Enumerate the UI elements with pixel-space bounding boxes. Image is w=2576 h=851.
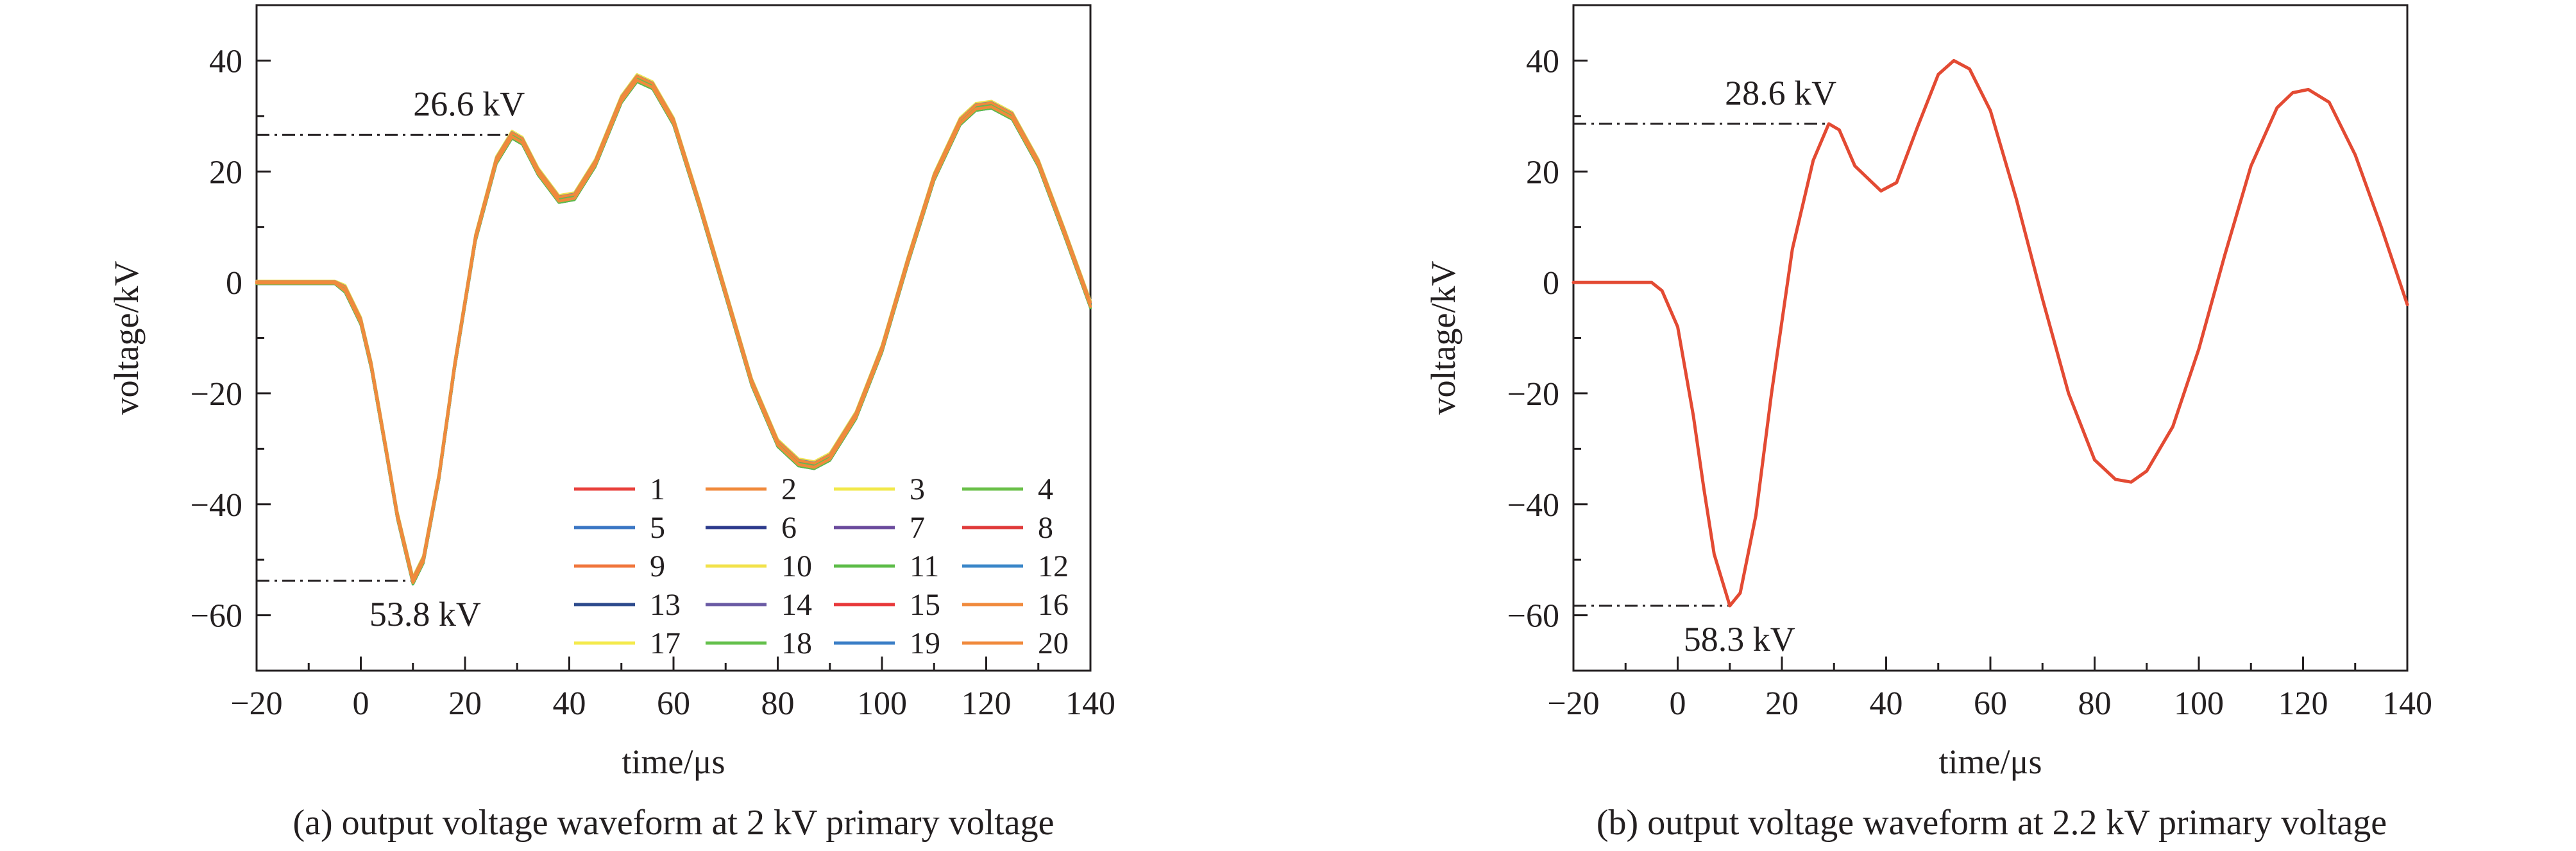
series-line	[255, 74, 1092, 580]
y-tick-label: 20	[209, 154, 242, 191]
annotation-label: 58.3 kV	[1684, 620, 1795, 658]
legend-label: 4	[1038, 472, 1053, 506]
y-tick-label: 40	[1526, 43, 1559, 80]
series-line	[255, 77, 1092, 583]
y-tick-label: 0	[226, 265, 242, 302]
annotation-label: 28.6 kV	[1725, 74, 1836, 112]
legend-label: 16	[1038, 588, 1069, 622]
legend-label: 12	[1038, 549, 1069, 583]
x-tick-label: 0	[1670, 685, 1686, 722]
x-tick-label: −20	[1547, 685, 1599, 722]
legend-label: 6	[781, 511, 797, 545]
series-line	[255, 78, 1092, 584]
series-line	[255, 79, 1092, 584]
series-lines	[1572, 58, 2409, 608]
x-tick-label: −20	[230, 685, 282, 722]
series-line	[255, 74, 1092, 580]
x-tick-label: 140	[2382, 685, 2432, 722]
legend-label: 1	[650, 472, 665, 506]
y-tick-label: −60	[1507, 598, 1559, 635]
plot-area-frame	[255, 4, 1092, 672]
x-tick-label: 20	[448, 685, 482, 722]
legend-label: 19	[910, 626, 940, 660]
legend-label: 18	[781, 626, 812, 660]
legend-label: 15	[910, 588, 940, 622]
chart-caption: (b) output voltage waveform at 2.2 kV pr…	[1597, 803, 2387, 843]
legend-label: 20	[1038, 626, 1069, 660]
annotation-label: 26.6 kV	[413, 85, 525, 123]
legend-label: 5	[650, 511, 665, 545]
x-tick-label: 40	[1870, 685, 1903, 722]
chart-panel-b: −20 0 20 40 60 80 100 120 140 −60 −40 −20 0 20 40 28.6…	[1424, 4, 2432, 843]
annotation-labels: 26.6 kV 53.8 kV	[369, 85, 525, 633]
x-tick-label: 60	[1974, 685, 2007, 722]
chart-caption: (a) output voltage waveform at 2 kV prim…	[292, 803, 1054, 843]
y-tick-label: 0	[1543, 265, 1559, 302]
annotation-labels: 28.6 kV 58.3 kV	[1684, 74, 1836, 658]
series-line	[255, 74, 1092, 580]
x-tick-label: 0	[353, 685, 369, 722]
x-tick-label: 80	[2078, 685, 2112, 722]
legend-label: 11	[910, 549, 939, 583]
x-tick-label: 120	[962, 685, 1012, 722]
series-line	[255, 80, 1092, 586]
y-axis-title: voltage/kV	[107, 261, 146, 415]
series-line	[255, 79, 1092, 584]
x-tick-label: 60	[657, 685, 690, 722]
x-tick-label: 100	[2174, 685, 2224, 722]
series-line	[255, 77, 1092, 583]
annotation-label: 53.8 kV	[369, 595, 481, 633]
x-axis-title: time/μs	[622, 743, 725, 781]
y-tick-label: −60	[191, 598, 242, 635]
legend-label: 2	[781, 472, 797, 506]
legend-label: 8	[1038, 511, 1053, 545]
y-tick-label: −20	[1507, 376, 1559, 413]
legend-label: 7	[910, 511, 925, 545]
x-tick-label: 120	[2278, 685, 2328, 722]
series-line	[255, 79, 1092, 584]
legend-label: 3	[910, 472, 925, 506]
series-line	[255, 76, 1092, 581]
series-lines	[255, 73, 1092, 586]
series-line	[255, 78, 1092, 584]
x-tick-label: 20	[1765, 685, 1799, 722]
legend-label: 13	[650, 588, 681, 622]
series-line	[1572, 58, 2409, 608]
annotation-guides	[257, 133, 518, 582]
x-axis-title: time/μs	[1939, 743, 2042, 781]
legend-label: 17	[650, 626, 681, 660]
series-line	[255, 77, 1092, 583]
x-tick-label: 100	[857, 685, 907, 722]
series-line	[255, 76, 1092, 581]
y-tick-label: −40	[191, 487, 242, 524]
legend-label: 9	[650, 549, 665, 583]
y-tick-label: −40	[1507, 487, 1559, 524]
annotation-guides	[1573, 123, 1829, 607]
y-tick-label: 20	[1526, 154, 1559, 191]
y-axis-title: voltage/kV	[1424, 261, 1462, 415]
y-tick-label: −20	[191, 376, 242, 413]
x-tick-label: 80	[761, 685, 795, 722]
series-line	[255, 80, 1092, 586]
x-tick-label: 140	[1065, 685, 1115, 722]
series-line	[255, 76, 1092, 581]
series-line	[255, 74, 1092, 580]
axis-ticks: −20 0 20 40 60 80 100 120 140 −60 −40 −20 0 20 40	[1507, 4, 2432, 722]
x-tick-label: 40	[553, 685, 586, 722]
series-line	[255, 74, 1092, 580]
series-line	[255, 73, 1092, 578]
legend-label: 14	[781, 588, 812, 622]
y-tick-label: 40	[209, 43, 242, 80]
series-line	[255, 77, 1092, 583]
legend-label: 10	[781, 549, 812, 583]
